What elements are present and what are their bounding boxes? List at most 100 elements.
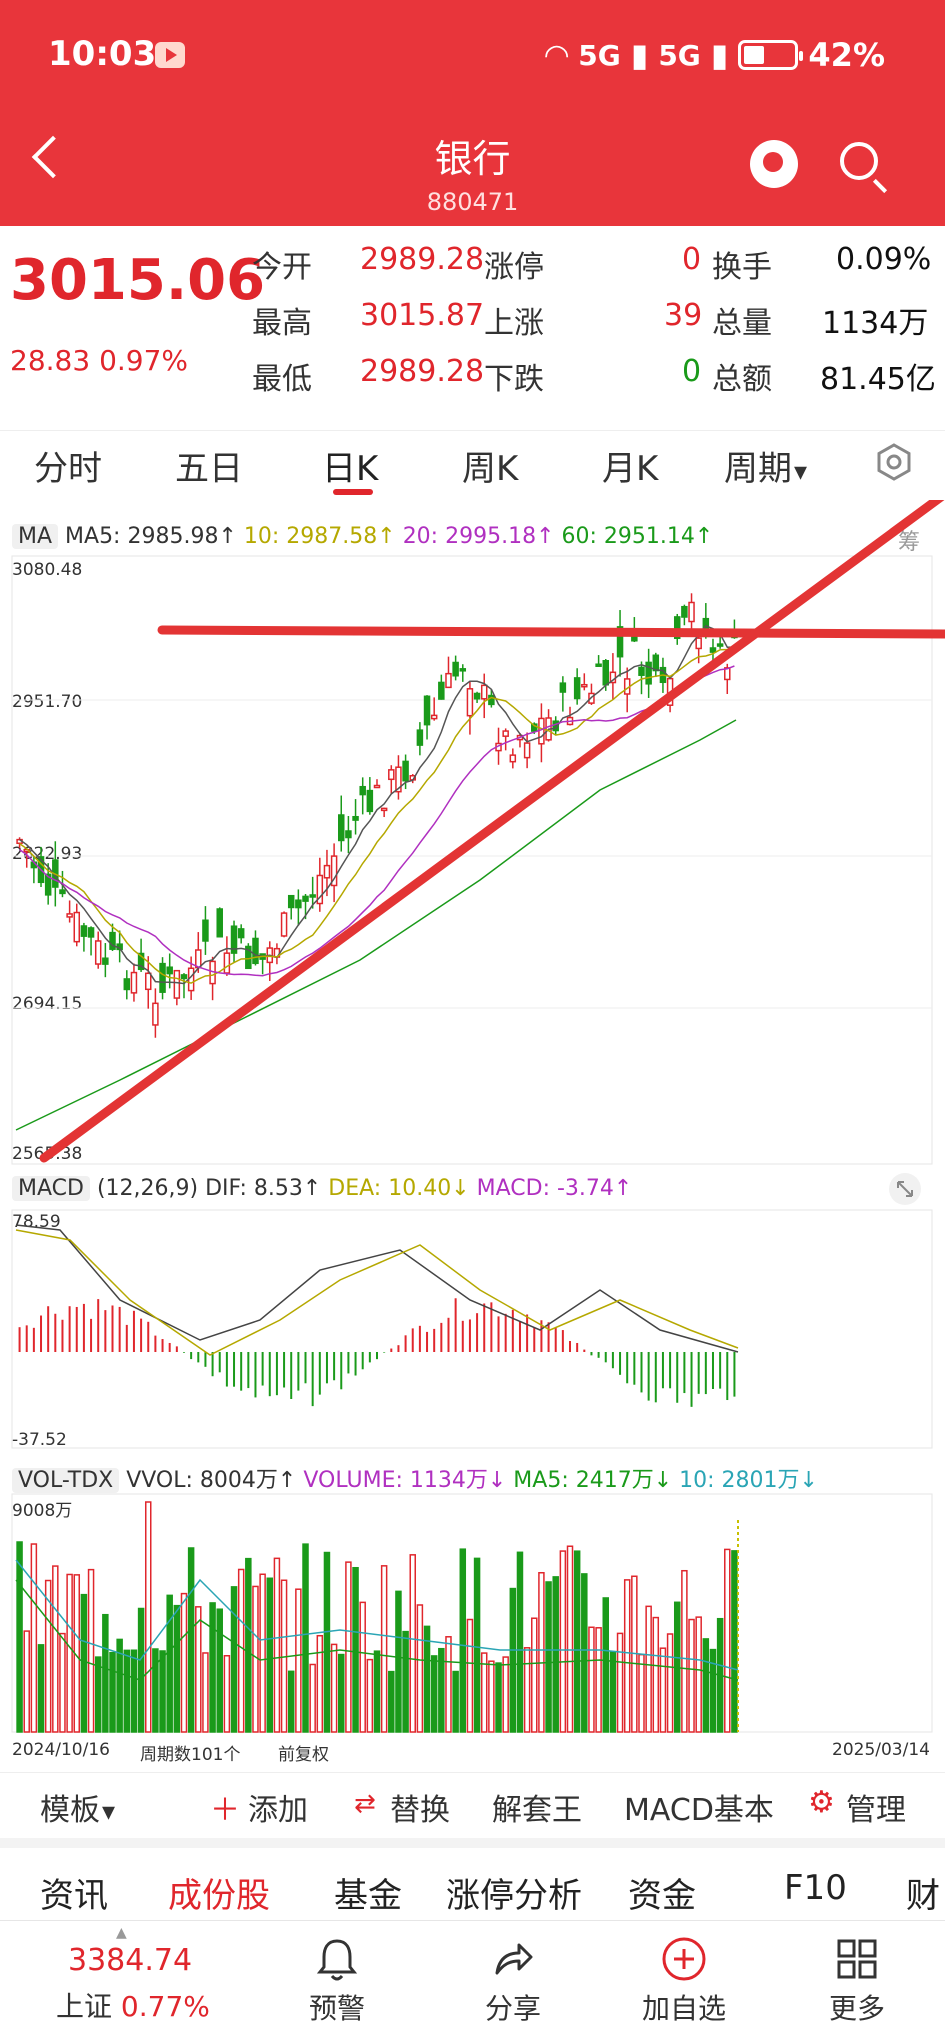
index-summary[interactable]: 上证 0.77% xyxy=(56,1985,210,2025)
status-time: 10:03 xyxy=(48,34,157,74)
label-low: 最低 xyxy=(252,362,312,397)
candle-body xyxy=(223,952,231,974)
add-favorite-nav-item[interactable]: 加自选 xyxy=(636,1935,732,2027)
price-change: 28.83 0.97% xyxy=(10,344,188,377)
search-icon[interactable] xyxy=(840,142,878,180)
more-label: 更多 xyxy=(828,1992,885,2025)
ma-legend: MA MA5: 2985.98↑ 10: 2987.58↑ 20: 2995.1… xyxy=(12,524,713,549)
ma-indicator-select[interactable]: MA xyxy=(12,524,59,549)
volume-bar xyxy=(37,1644,45,1733)
tab-limit-up-analysis[interactable]: 涨停分析 xyxy=(446,1876,582,1916)
volume-bar xyxy=(23,1630,30,1733)
ma20-line xyxy=(19,665,735,977)
volume-bar xyxy=(152,1648,159,1733)
share-icon xyxy=(495,1943,533,1975)
volume-bar xyxy=(509,1587,517,1733)
volume-bar xyxy=(588,1626,595,1733)
volume-bar xyxy=(123,1649,131,1733)
volume-bar xyxy=(430,1655,438,1733)
tab-five-day[interactable]: 五日 xyxy=(175,449,243,489)
settings-hex-icon[interactable] xyxy=(874,442,914,482)
volume-bar xyxy=(595,1627,602,1733)
candle-body xyxy=(237,928,245,939)
tab-funds[interactable]: 基金 xyxy=(334,1876,402,1916)
volume-bar xyxy=(423,1625,431,1733)
add-button[interactable]: 添加 xyxy=(248,1793,308,1828)
candle-body xyxy=(509,754,517,763)
expand-icon[interactable] xyxy=(888,1172,922,1206)
volume-bar xyxy=(144,1501,152,1733)
tab-monthly-k[interactable]: 月K xyxy=(602,449,659,489)
volume-bar xyxy=(545,1581,552,1733)
volume-bar xyxy=(459,1548,467,1733)
macd-basic-button[interactable]: MACD基本 xyxy=(624,1793,774,1828)
tab-period-dropdown[interactable]: 周期 xyxy=(724,441,807,490)
label-falling: 下跌 xyxy=(484,362,544,397)
label-turnover: 换手 xyxy=(712,250,772,285)
unlock-indicator-button[interactable]: 解套王 xyxy=(492,1793,582,1828)
trend-drawn-line xyxy=(39,500,945,1163)
candle-body xyxy=(502,730,509,737)
volume-indicator-select[interactable]: VOL-TDX xyxy=(12,1468,120,1493)
volume-bar xyxy=(602,1597,610,1733)
tab-constituents[interactable]: 成份股 xyxy=(168,1876,270,1916)
volume-bar xyxy=(59,1632,66,1733)
volume-bar xyxy=(709,1648,717,1733)
vol-ma10-value: 10: 2801万↓ xyxy=(679,1468,818,1493)
bottom-nav: ▲ 3384.74 上证 0.77% 预警 分享 加自选 更多 xyxy=(0,1920,945,2037)
volume-bar xyxy=(538,1572,545,1733)
candle-body xyxy=(373,784,381,789)
manage-button[interactable]: 管理 xyxy=(846,1793,906,1828)
volume-bar xyxy=(173,1604,181,1733)
tab-daily-k[interactable]: 日K xyxy=(322,449,379,489)
more-nav-item[interactable]: 更多 xyxy=(822,1935,892,2027)
replace-button[interactable]: 替换 xyxy=(390,1793,450,1828)
signal-5g-icon-1: 5G xyxy=(578,38,621,72)
ma10-value: 10: 2987.58↑ xyxy=(243,524,396,549)
tab-weekly-k[interactable]: 周K xyxy=(462,449,519,489)
index-percent: 0.77% xyxy=(120,1990,210,2023)
kline-chart[interactable] xyxy=(0,500,945,1740)
volume-bar xyxy=(445,1636,452,1733)
alert-nav-item[interactable]: 预警 xyxy=(302,1935,372,2027)
candle-body xyxy=(159,962,166,993)
candle-body xyxy=(559,682,567,693)
tab-intraday[interactable]: 分时 xyxy=(34,449,102,489)
app-header: 10:03 ◠ 5G ▮ 5G ▮ 42% 银行 880471 xyxy=(0,0,945,226)
value-amount: 81.45亿 xyxy=(820,362,936,397)
volume-bar xyxy=(102,1613,109,1733)
dea-line xyxy=(15,1229,739,1356)
volume-bar xyxy=(266,1577,274,1733)
index-name: 上证 xyxy=(56,1990,113,2023)
volume-bar xyxy=(395,1590,402,1733)
date-start: 2024/10/16 xyxy=(12,1740,110,1760)
volume-bar xyxy=(252,1585,259,1733)
tab-f10[interactable]: F10 xyxy=(784,1868,847,1908)
tab-news[interactable]: 资讯 xyxy=(40,1876,108,1916)
volume-bar xyxy=(345,1561,352,1733)
volume-bar xyxy=(402,1630,409,1733)
template-dropdown[interactable]: 模板 xyxy=(40,1785,115,1829)
macd-legend: MACD (12,26,9) DIF: 8.53↑ DEA: 10.40↓ MA… xyxy=(12,1176,632,1201)
candle-body xyxy=(345,830,352,839)
volume-bar xyxy=(652,1616,660,1733)
vol-ma10-line xyxy=(15,1559,739,1671)
volume-bar xyxy=(681,1569,688,1733)
chip-distribution-toggle[interactable]: 筹 xyxy=(898,530,921,555)
change-value: 28.83 xyxy=(10,344,91,377)
volume-bar xyxy=(223,1655,231,1733)
tab-finance[interactable]: 财 xyxy=(906,1876,940,1916)
assistant-robot-icon[interactable] xyxy=(750,140,798,188)
candle-body xyxy=(438,681,445,700)
index-value[interactable]: 3384.74 xyxy=(68,1943,193,1978)
volume-bar xyxy=(473,1557,481,1733)
volume-bar xyxy=(352,1566,359,1733)
candle-body xyxy=(416,729,424,746)
candle-body xyxy=(380,807,388,812)
share-nav-item[interactable]: 分享 xyxy=(478,1935,548,2027)
tab-capital[interactable]: 资金 xyxy=(628,1876,696,1916)
indicator-toolbar: 模板 ＋ 添加 ⇄ 替换 解套王 MACD基本 ⚙ 管理 xyxy=(0,1772,945,1832)
volume-bar xyxy=(180,1592,188,1733)
macd-indicator-select[interactable]: MACD xyxy=(12,1176,90,1201)
video-app-icon xyxy=(155,42,185,68)
